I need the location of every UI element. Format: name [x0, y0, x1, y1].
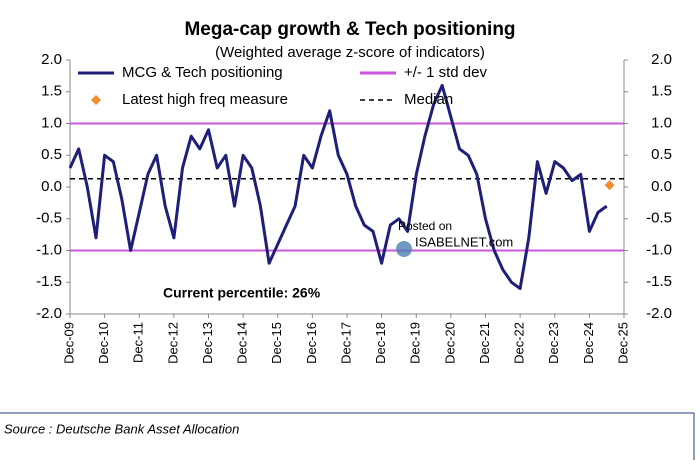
y-tick-label: 0.0 — [41, 178, 62, 195]
x-tick-label: Dec-12 — [165, 322, 180, 364]
y2-tick-label: 0.0 — [651, 178, 672, 195]
y-tick-label: 0.5 — [41, 146, 62, 163]
x-tick-label: Dec-16 — [304, 322, 319, 364]
x-tick-label: Dec-18 — [373, 322, 388, 364]
chart-subtitle: (Weighted average z-score of indicators) — [215, 44, 485, 61]
x-tick-label: Dec-25 — [615, 322, 630, 364]
chart-title: Mega-cap growth & Tech positioning — [184, 19, 515, 40]
y-tick-label: -2.0 — [36, 305, 62, 322]
x-tick-label: Dec-22 — [512, 322, 527, 364]
watermark-logo — [396, 241, 412, 257]
x-tick-label: Dec-09 — [61, 322, 76, 364]
legend-label: +/- 1 std dev — [404, 64, 487, 81]
watermark: ISABELNET.com — [415, 234, 513, 249]
latest-point — [604, 180, 615, 191]
x-tick-label: Dec-10 — [96, 322, 111, 364]
watermark: Posted on — [398, 219, 452, 233]
y2-tick-label: 0.5 — [651, 146, 672, 163]
x-tick-label: Dec-21 — [477, 322, 492, 364]
y2-tick-label: -0.5 — [646, 210, 672, 227]
x-tick-label: Dec-13 — [200, 322, 215, 364]
x-tick-label: Dec-23 — [546, 322, 561, 364]
y2-tick-label: 2.0 — [651, 51, 672, 68]
x-tick-label: Dec-20 — [442, 322, 457, 364]
series-line — [68, 83, 608, 291]
y-tick-label: 2.0 — [41, 51, 62, 68]
x-tick-label: Dec-15 — [269, 322, 284, 364]
legend-label: MCG & Tech positioning — [122, 64, 283, 81]
x-tick-label: Dec-19 — [408, 322, 423, 364]
y-tick-label: 1.5 — [41, 83, 62, 100]
legend-label: Latest high freq measure — [122, 91, 288, 108]
y-tick-label: -1.0 — [36, 241, 62, 258]
legend-swatch — [91, 95, 101, 105]
y2-tick-label: 1.0 — [651, 114, 672, 131]
y2-tick-label: -2.0 — [646, 305, 672, 322]
annotation: Current percentile: 26% — [163, 285, 321, 301]
y-tick-label: -1.5 — [36, 273, 62, 290]
legend-label: Median — [404, 91, 453, 108]
x-tick-label: Dec-11 — [131, 322, 146, 363]
y2-tick-label: 1.5 — [651, 83, 672, 100]
y-tick-label: -0.5 — [36, 210, 62, 227]
x-tick-label: Dec-24 — [581, 322, 596, 364]
x-tick-label: Dec-17 — [338, 322, 353, 364]
y2-tick-label: -1.0 — [646, 241, 672, 258]
y2-tick-label: -1.5 — [646, 273, 672, 290]
source: Source : Deutsche Bank Asset Allocation — [4, 421, 239, 436]
y-tick-label: 1.0 — [41, 114, 62, 131]
x-tick-label: Dec-14 — [235, 322, 250, 364]
